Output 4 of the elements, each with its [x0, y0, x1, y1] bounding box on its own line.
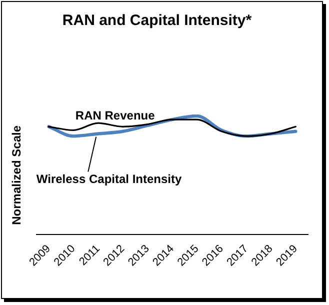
chart-title: RAN and Capital Intensity* [62, 12, 252, 30]
y-axis-title: Normalized Scale [10, 125, 24, 225]
series-label: RAN Revenue [75, 108, 156, 123]
text: Wireless Capital Intensity [36, 172, 182, 186]
